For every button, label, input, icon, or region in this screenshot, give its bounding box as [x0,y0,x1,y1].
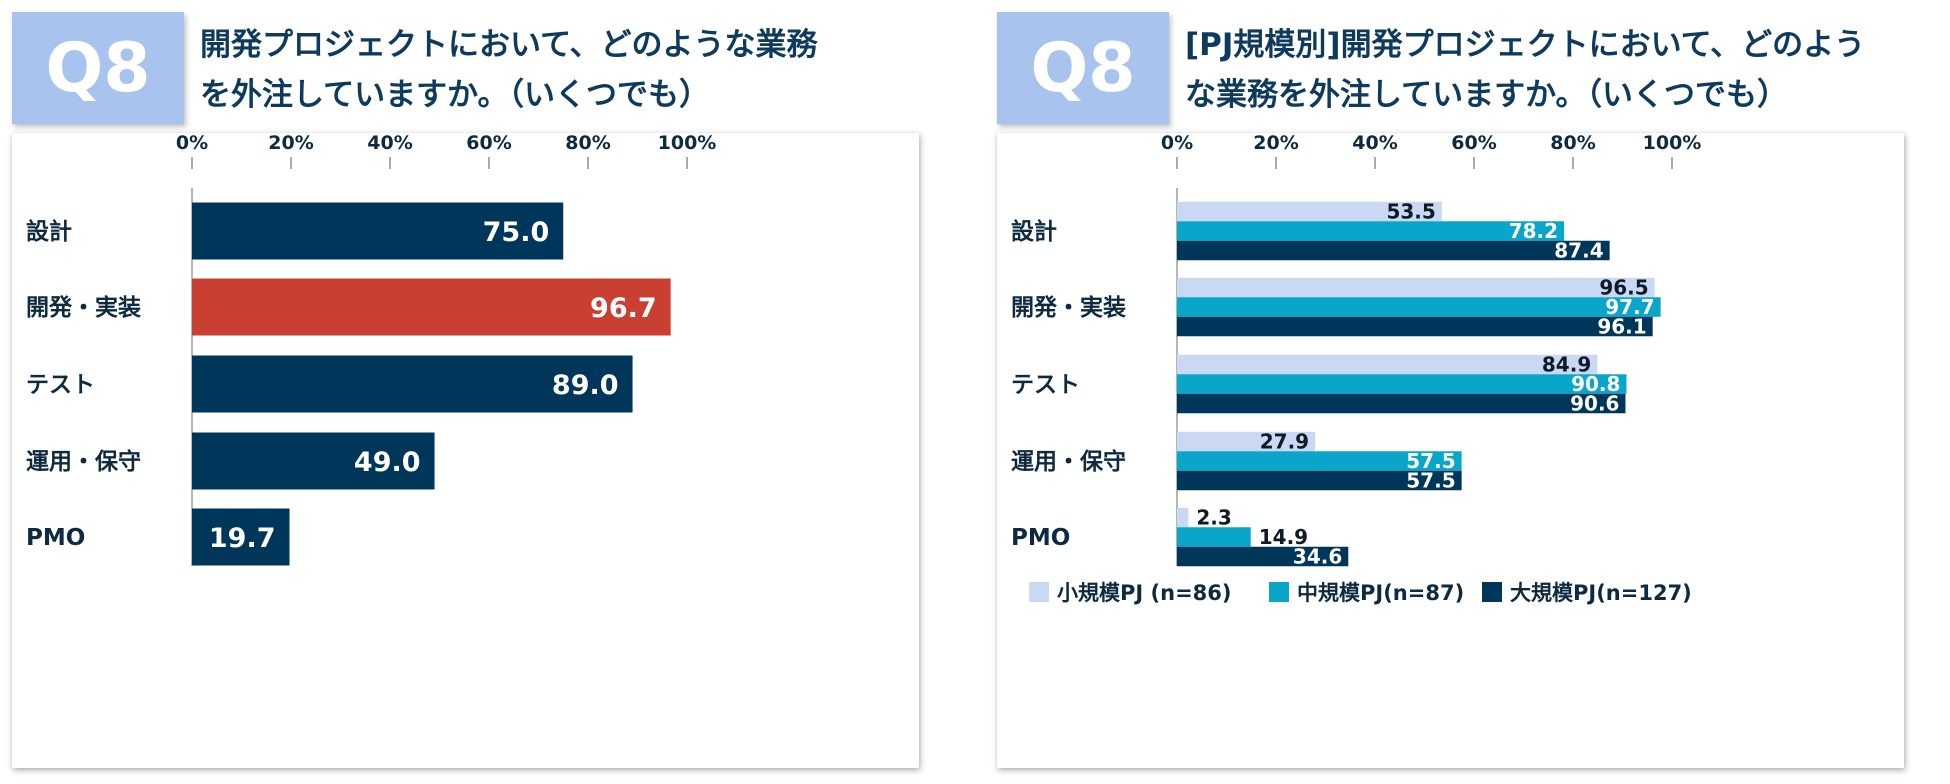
legend-label: 中規模PJ(n=87) [1297,581,1464,605]
x-tick-label: 100% [1643,133,1702,154]
right-panel: Q8 [PJ規模別]開発プロジェクトにおいて、どのよう な業務を外注していますか… [985,0,1940,784]
left-panel: Q8 開発プロジェクトにおいて、どのような業務 を外注していますか。（いくつでも… [0,0,955,784]
bar-small [1177,431,1316,452]
legend-label: 大規模PJ(n=127) [1510,581,1692,605]
bar-large [1177,316,1653,337]
category-label: テスト [1011,372,1080,398]
bar-small [1177,354,1598,375]
legend-swatch [1029,582,1049,602]
x-tick-label: 60% [466,133,511,154]
overall-bar-chart: 0% 20% 40% 60% 80% 100% 設計 75.0 開発・実装 96.7 テスト 89.0… [26,133,716,566]
bar-large [1177,470,1462,491]
question-badge: Q8 [997,12,1169,124]
bar-medium [1177,374,1627,394]
bar-value-label: 90.8 [1571,372,1620,396]
category-label: 設計 [1011,218,1057,245]
bar-value-label: 27.9 [1260,429,1309,453]
category-label: 開発・実装 [1011,294,1126,321]
x-tick-label: 100% [658,133,717,154]
bar-value-label: 2.3 [1196,505,1231,529]
bar-value-label: 49.0 [354,447,421,478]
category-label: 運用・保守 [26,448,141,475]
bar-small [1177,277,1655,298]
bar-value-label: 53.5 [1386,199,1435,223]
bar-small [1177,201,1442,222]
bar-value-label: 78.2 [1509,219,1558,243]
question-badge: Q8 [12,12,184,124]
bar-medium [1177,221,1565,241]
by-scale-chart-box: 0% 20% 40% 60% 80% 100% 設計 53.5 78.2 87.4 開発・実装 96.… [997,133,1904,768]
bar-value-label: 57.5 [1406,449,1455,473]
bar-value-label: 96.1 [1597,314,1646,338]
category-label: PMO [1011,525,1070,551]
category-label: 設計 [26,218,72,245]
category-label: PMO [26,525,85,551]
category-label: 開発・実装 [26,294,141,321]
bar [192,278,671,336]
x-tick-label: 40% [367,133,412,154]
by-scale-bar-chart: 0% 20% 40% 60% 80% 100% 設計 53.5 78.287.4 開発・実装 96.… [1011,133,1701,605]
bar-value-label: 97.7 [1605,295,1654,319]
legend-swatch [1482,582,1502,602]
bar-large [1177,240,1610,261]
bar-value-label: 96.5 [1599,275,1648,299]
legend-label: 小規模PJ (n=86) [1057,581,1231,605]
bar-medium [1177,451,1462,471]
x-tick-label: 80% [1550,133,1595,154]
bar [192,202,564,260]
legend-swatch [1269,582,1289,602]
bar-value-label: 96.7 [590,293,657,324]
plot-area: 0% 20% 40% 60% 80% 100% 設計 53.5 78.287.4 開発・実装 96.… [1011,133,1701,605]
x-tick-label: 0% [1161,133,1193,154]
bar-medium [1177,297,1661,317]
bar-small [1177,507,1189,528]
x-tick-label: 0% [176,133,208,154]
bar-value-label: 14.9 [1259,525,1308,549]
bar-value-label: 84.9 [1542,352,1591,376]
x-tick-label: 80% [565,133,610,154]
bar-value-label: 90.6 [1570,391,1619,415]
bar-large [1177,393,1626,414]
x-tick-label: 20% [1253,133,1298,154]
bar [192,432,435,490]
bar-large [1177,546,1349,567]
bar-value-label: 19.7 [209,523,276,554]
question-title: [PJ規模別]開発プロジェクトにおいて、どのよう な業務を外注していますか。（い… [1185,27,1866,113]
category-label: テスト [26,372,95,398]
x-tick-label: 60% [1451,133,1496,154]
bar-value-label: 34.6 [1293,544,1342,568]
bar [192,508,290,566]
bar-value-label: 57.5 [1406,468,1455,492]
overall-chart-box: 0% 20% 40% 60% 80% 100% 設計 75.0 開発・実装 96.7 テスト 89.0… [12,133,919,768]
category-label: 運用・保守 [1011,448,1126,475]
x-tick-label: 40% [1352,133,1397,154]
bar-medium [1177,527,1251,547]
bar-value-label: 75.0 [483,217,550,248]
bar-value-label: 87.4 [1554,238,1603,262]
plot-area: 0% 20% 40% 60% 80% 100% 設計 75.0 開発・実装 96.7 テスト 89.0… [26,133,716,566]
x-tick-label: 20% [268,133,313,154]
bar-value-label: 89.0 [552,370,619,401]
bar [192,355,633,413]
question-title: 開発プロジェクトにおいて、どのような業務 を外注していますか。（いくつでも） [200,27,818,113]
